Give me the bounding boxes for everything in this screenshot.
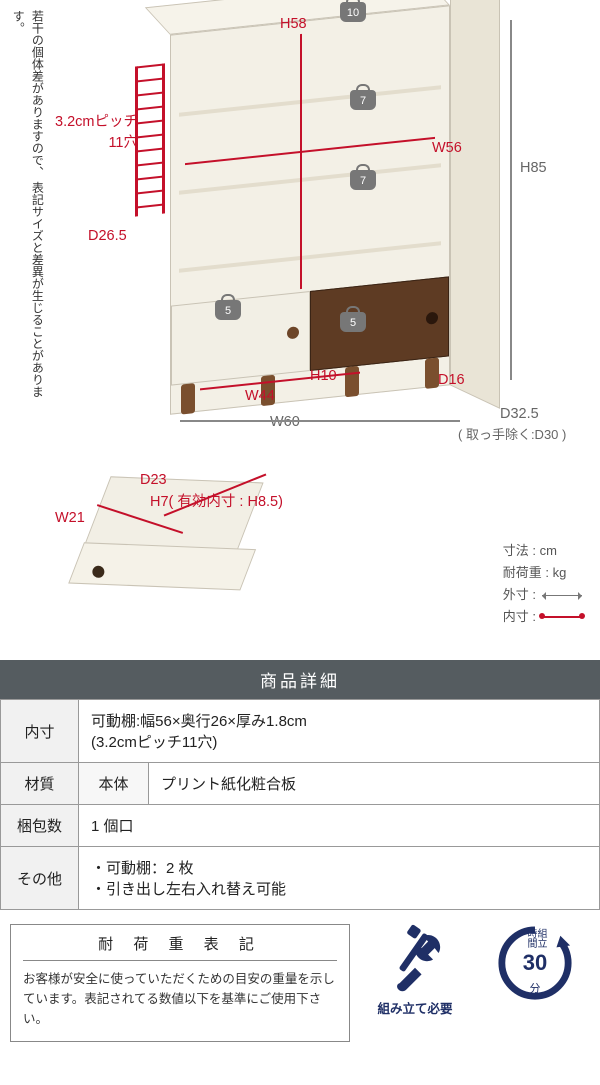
td-inner-dim: 可動棚:幅56×奥行26×厚み1.8cm (3.2cmピッチ11穴) (79, 700, 600, 763)
legend-outer-label: 外寸 : (503, 584, 536, 606)
legend-dim-unit: 寸法 : cm (503, 540, 582, 562)
load-note-title: 耐 荷 重 表 記 (23, 933, 337, 961)
leg (345, 366, 359, 397)
drawer-knob (287, 326, 299, 339)
page: 若干の個体差がありますので、 表記サイズと差異が生じることがあります。 (0, 0, 600, 1060)
dim-D32-5-note: ( 取っ手除く:D30 ) (458, 424, 566, 443)
time-unit: 分 (530, 980, 541, 996)
time-label-top: 組立 時間 (525, 928, 545, 948)
pitch-ladder-icon (135, 63, 165, 216)
variance-note: 若干の個体差がありますので、 表記サイズと差異が生じることがあります。 (8, 10, 46, 400)
cabinet-diagram (170, 5, 450, 414)
legend: 寸法 : cm 耐荷重 : kg 外寸 : 内寸 : (503, 540, 582, 628)
dim-W56: W56 (432, 140, 462, 156)
cabinet-side (450, 0, 500, 409)
leg (425, 357, 439, 388)
outer-arrow-icon (542, 595, 582, 596)
th-pack: 梱包数 (1, 805, 79, 847)
table-row: 梱包数 1 個口 (1, 805, 600, 847)
assembly-required: 組み立て必要 (360, 924, 470, 1017)
arrow-W60 (180, 420, 460, 422)
dim-D32-5: D32.5 (500, 406, 539, 422)
inner-arrow-icon (542, 616, 582, 618)
load-note-body: お客様が安全に使っていただくための目安の重量を示しています。表記されてる数値以下… (23, 969, 337, 1029)
dim-drawer-W21: W21 (55, 510, 85, 526)
variance-note-l1: 若干の個体差がありますので、 (30, 10, 44, 178)
td-pack: 1 個口 (79, 805, 600, 847)
legend-inner: 内寸 : (503, 606, 582, 628)
table-row: 内寸 可動棚:幅56×奥行26×厚み1.8cm (3.2cmピッチ11穴) (1, 700, 600, 763)
legend-load-unit: 耐荷重 : kg (503, 562, 582, 584)
drawer-detail-diagram (55, 452, 305, 618)
td-material: プリント紙化粧合板 (149, 763, 600, 805)
dim-pitch: 3.2cmピッチ 11穴 (55, 110, 138, 152)
dim-H85: H85 (520, 160, 547, 176)
th-inner-dim: 内寸 (1, 700, 79, 763)
shelf (179, 163, 441, 195)
shelf (179, 85, 441, 117)
dim-drawer-D23: D23 (140, 472, 167, 488)
table-row: 材質 本体 プリント紙化粧合板 (1, 763, 600, 805)
dim-H58: H58 (280, 16, 307, 32)
load-badge: 10 (340, 2, 366, 22)
dim-W44: W44 (245, 388, 275, 404)
load-badge: 5 (215, 300, 241, 320)
shelf (179, 241, 441, 273)
tools-icon (380, 924, 450, 994)
dim-W60: W60 (270, 414, 300, 430)
legend-inner-label: 内寸 : (503, 606, 536, 628)
load-note-box: 耐 荷 重 表 記 お客様が安全に使っていただくための目安の重量を示しています。… (10, 924, 350, 1042)
drawer-knob (426, 312, 438, 325)
bottom-row: 耐 荷 重 表 記 お客様が安全に使っていただくための目安の重量を示しています。… (0, 910, 600, 1060)
time-number: 30 (523, 950, 547, 976)
load-badge: 7 (350, 170, 376, 190)
td-material-sub: 本体 (79, 763, 149, 805)
cabinet-body (170, 5, 450, 414)
arrow-H85 (510, 20, 512, 380)
spec-table: 内寸 可動棚:幅56×奥行26×厚み1.8cm (3.2cmピッチ11穴) 材質… (0, 699, 600, 910)
th-other: その他 (1, 847, 79, 910)
dim-D26-5: D26.5 (88, 228, 127, 244)
spec-title: 商品詳細 (0, 660, 600, 699)
legend-outer: 外寸 : (503, 584, 582, 606)
hero-diagram: 若干の個体差がありますので、 表記サイズと差異が生じることがあります。 (0, 0, 600, 660)
assembly-time: 組立 時間 30 分 (480, 924, 590, 1002)
th-material: 材質 (1, 763, 79, 805)
load-badge: 7 (350, 90, 376, 110)
table-row: その他 ・可動棚：2 枚 ・引き出し左右入れ替え可能 (1, 847, 600, 910)
dim-D16: D16 (438, 372, 465, 388)
drawer-right (310, 276, 449, 371)
td-other: ・可動棚：2 枚 ・引き出し左右入れ替え可能 (79, 847, 600, 910)
assembly-label: 組み立て必要 (377, 998, 452, 1017)
arrow-H58 (300, 34, 302, 289)
load-badge: 5 (340, 312, 366, 332)
leg (181, 383, 195, 414)
